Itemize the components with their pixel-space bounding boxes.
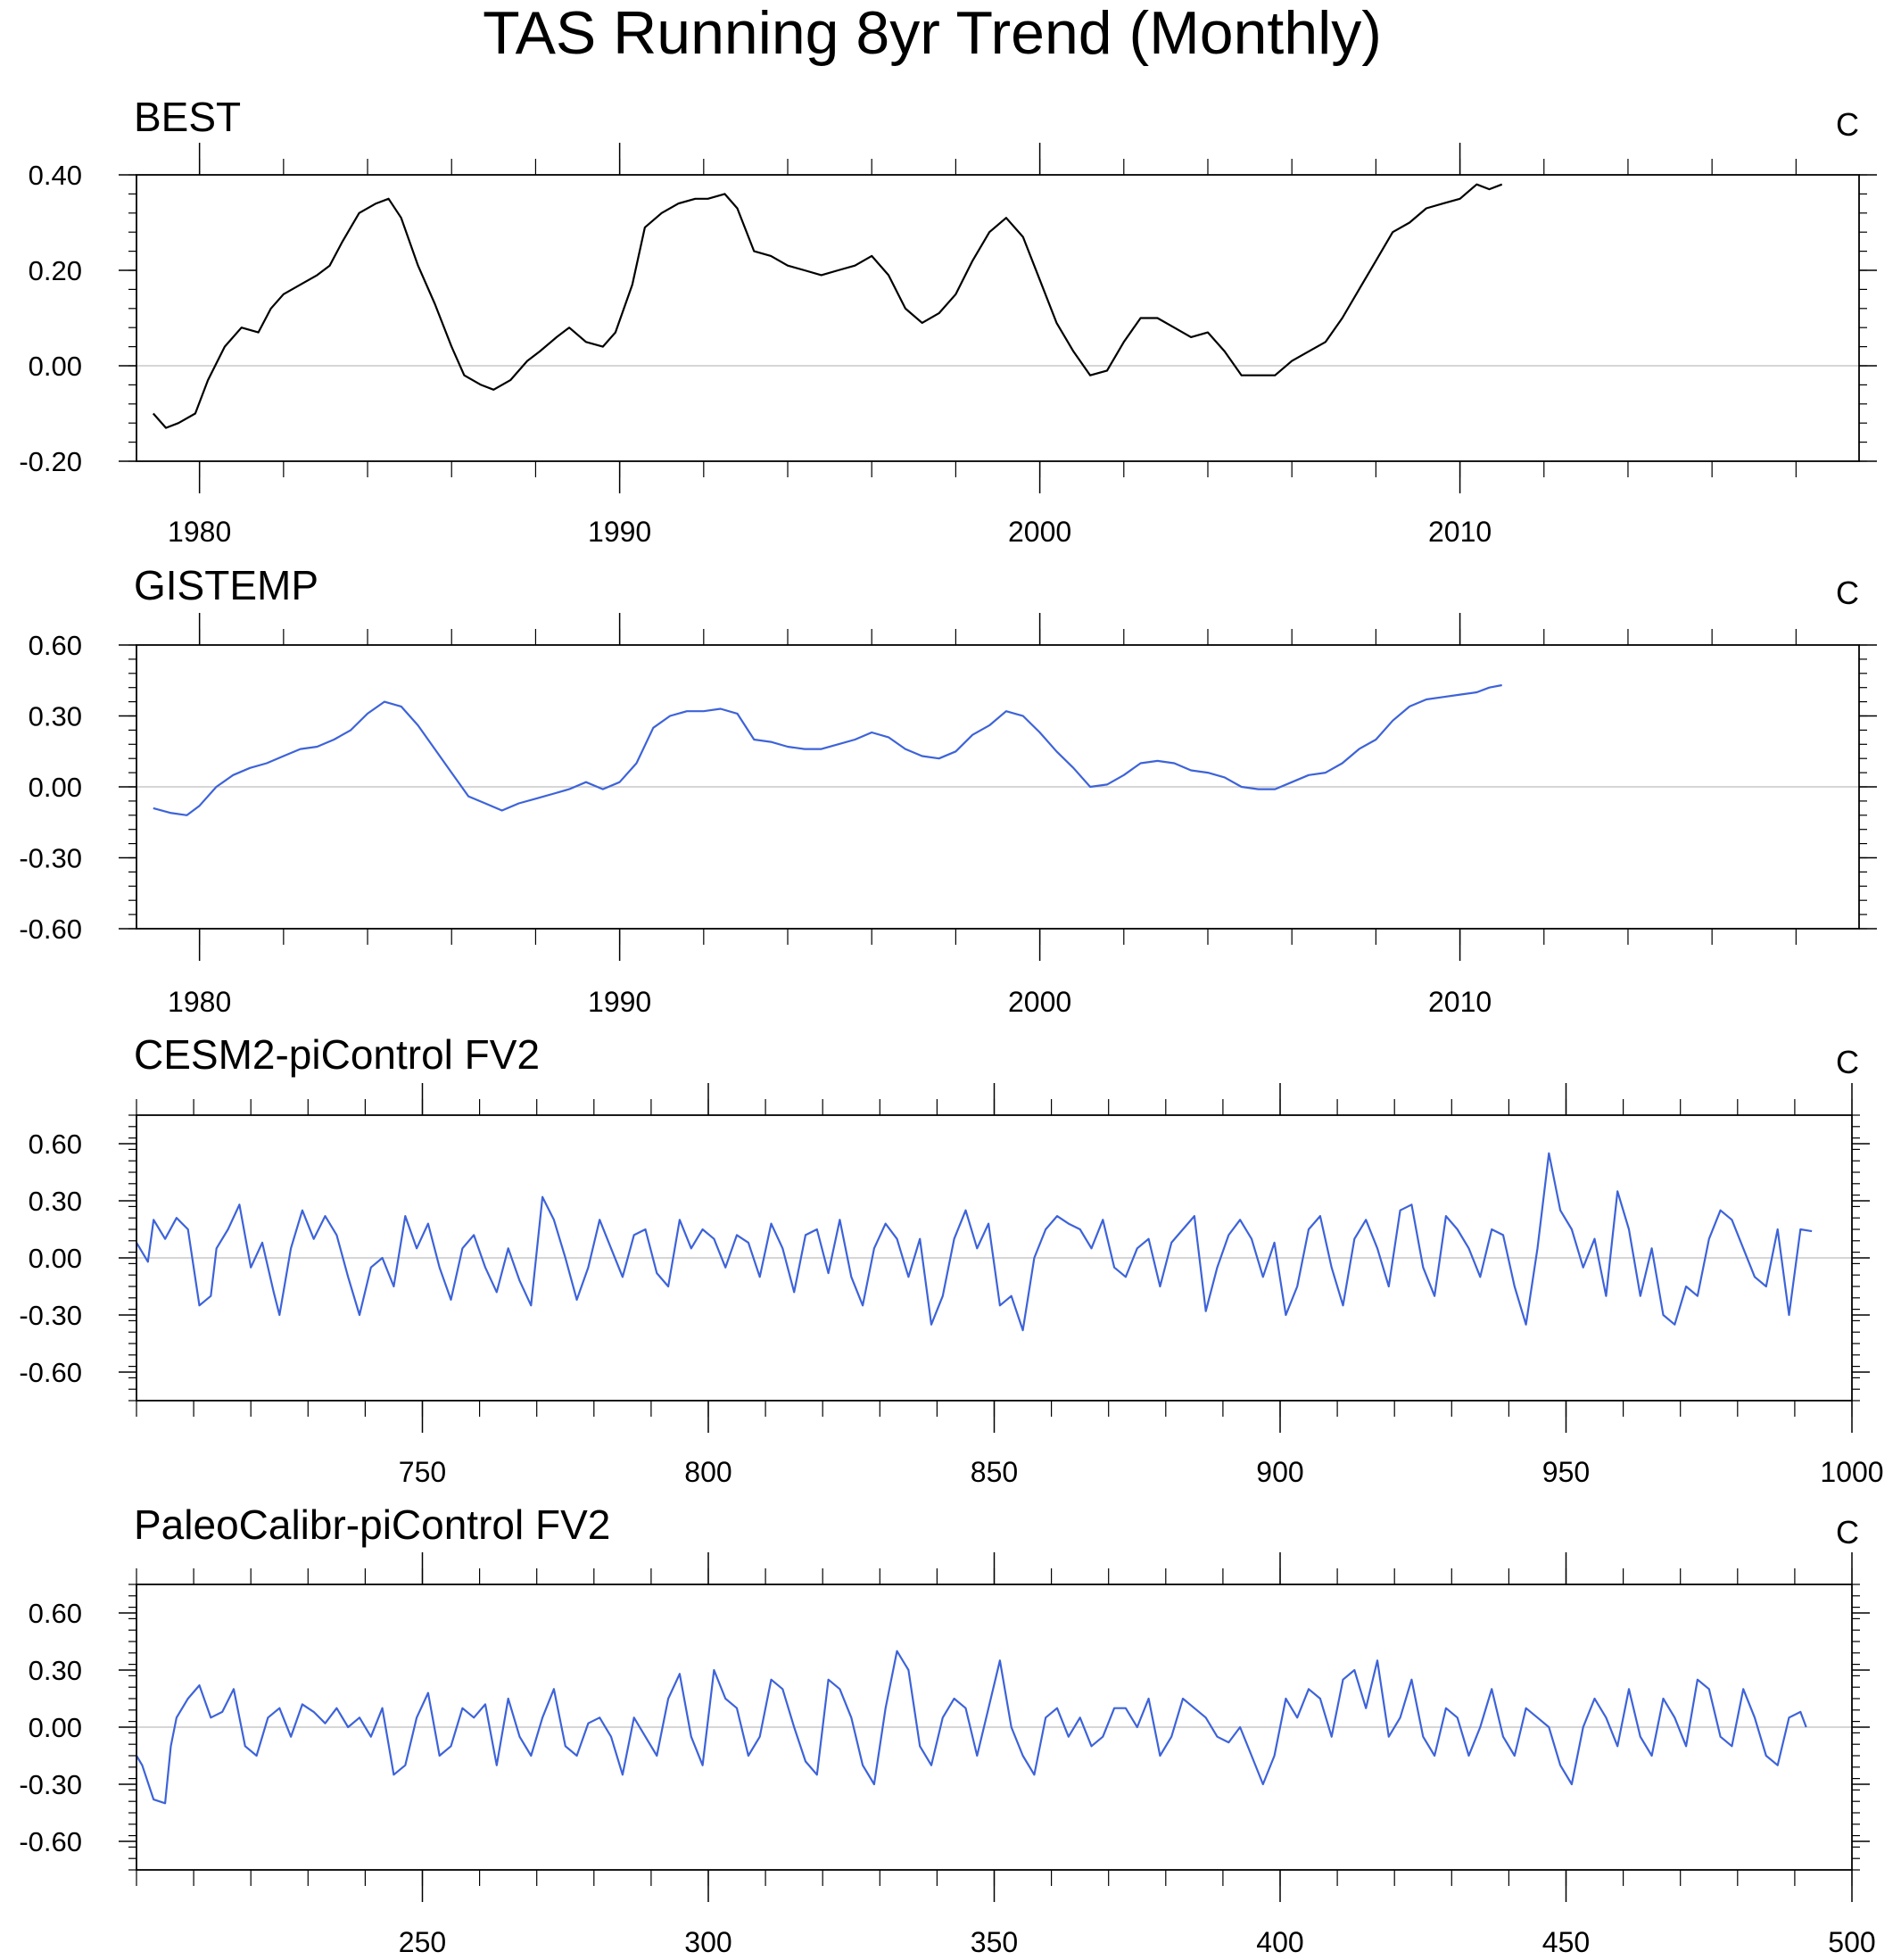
y-tick-label: 0.30 xyxy=(29,701,82,732)
series-line xyxy=(136,1650,1807,1805)
chart-panel-2: -0.60 -0.30 0.00 0.30 0.60 1980 1990 2000 2010 GI… xyxy=(19,562,1877,1018)
plot-frame xyxy=(136,1114,1853,1402)
units-label: C xyxy=(1836,575,1859,611)
x-tick-label: 850 xyxy=(971,1456,1018,1488)
chart-panel-1: -0.20 0.00 0.20 0.40 1980 1990 2000 2010 BEST C xyxy=(19,94,1877,548)
series-line xyxy=(152,183,1503,429)
x-tick-label: 350 xyxy=(971,1926,1018,1958)
y-tick-label: 0.00 xyxy=(29,772,82,803)
x-tick-label: 450 xyxy=(1542,1926,1590,1958)
panel-title: CESM2-piControl FV2 xyxy=(134,1031,540,1078)
chart-panel-4: -0.60 -0.30 0.00 0.30 0.60 250 300 350 400 450 500… xyxy=(19,1501,1875,1958)
x-tick-label: 1990 xyxy=(588,986,651,1018)
units-label: C xyxy=(1836,1514,1859,1551)
y-tick-label: 0.00 xyxy=(29,1243,82,1274)
plot-frame xyxy=(136,174,1860,462)
units-label: C xyxy=(1836,106,1859,143)
series-line xyxy=(153,683,1502,816)
x-tick-label: 250 xyxy=(399,1926,446,1958)
figure-title: TAS Running 8yr Trend (Monthly) xyxy=(483,0,1382,67)
y-tick-label: -0.30 xyxy=(19,843,82,874)
panel-title: GISTEMP xyxy=(134,562,318,608)
y-tick-label: 0.30 xyxy=(29,1186,82,1217)
x-tick-label: 1980 xyxy=(168,986,231,1018)
series-line xyxy=(136,1152,1813,1332)
plot-frame xyxy=(136,1584,1853,1871)
y-tick-label: -0.30 xyxy=(19,1769,82,1800)
x-tick-label: 1990 xyxy=(588,516,651,548)
x-tick-label: 2000 xyxy=(1008,986,1071,1018)
x-tick-label: 750 xyxy=(399,1456,446,1488)
y-tick-label: 0.30 xyxy=(29,1655,82,1686)
chart-panel-3: -0.60 -0.30 0.00 0.30 0.60 750 800 850 900 950 100… xyxy=(19,1031,1883,1488)
y-tick-label: 0.60 xyxy=(29,1598,82,1629)
x-tick-label: 1980 xyxy=(168,516,231,548)
y-tick-label: 0.60 xyxy=(29,630,82,661)
plot-frame xyxy=(136,644,1860,930)
x-tick-label: 1000 xyxy=(1820,1456,1883,1488)
x-tick-label: 2000 xyxy=(1008,516,1071,548)
y-tick-label: -0.30 xyxy=(19,1300,82,1331)
x-tick-label: 950 xyxy=(1542,1456,1590,1488)
panel-title: PaleoCalibr-piControl FV2 xyxy=(134,1501,610,1548)
x-tick-label: 300 xyxy=(684,1926,731,1958)
y-tick-label: -0.60 xyxy=(19,1826,82,1857)
y-tick-label: -0.20 xyxy=(19,446,82,477)
y-tick-label: 0.40 xyxy=(29,160,82,191)
y-tick-label: -0.60 xyxy=(19,914,82,945)
y-tick-label: -0.60 xyxy=(19,1357,82,1388)
x-tick-label: 2010 xyxy=(1428,986,1492,1018)
y-tick-label: 0.00 xyxy=(29,351,82,382)
x-tick-label: 900 xyxy=(1256,1456,1303,1488)
x-tick-label: 2010 xyxy=(1428,516,1492,548)
panel-title: BEST xyxy=(134,94,241,140)
x-tick-label: 800 xyxy=(684,1456,731,1488)
y-tick-label: 0.00 xyxy=(29,1712,82,1743)
x-tick-label: 500 xyxy=(1828,1926,1875,1958)
y-tick-label: 0.60 xyxy=(29,1129,82,1160)
y-tick-label: 0.20 xyxy=(29,255,82,286)
x-tick-label: 400 xyxy=(1256,1926,1303,1958)
units-label: C xyxy=(1836,1044,1859,1080)
